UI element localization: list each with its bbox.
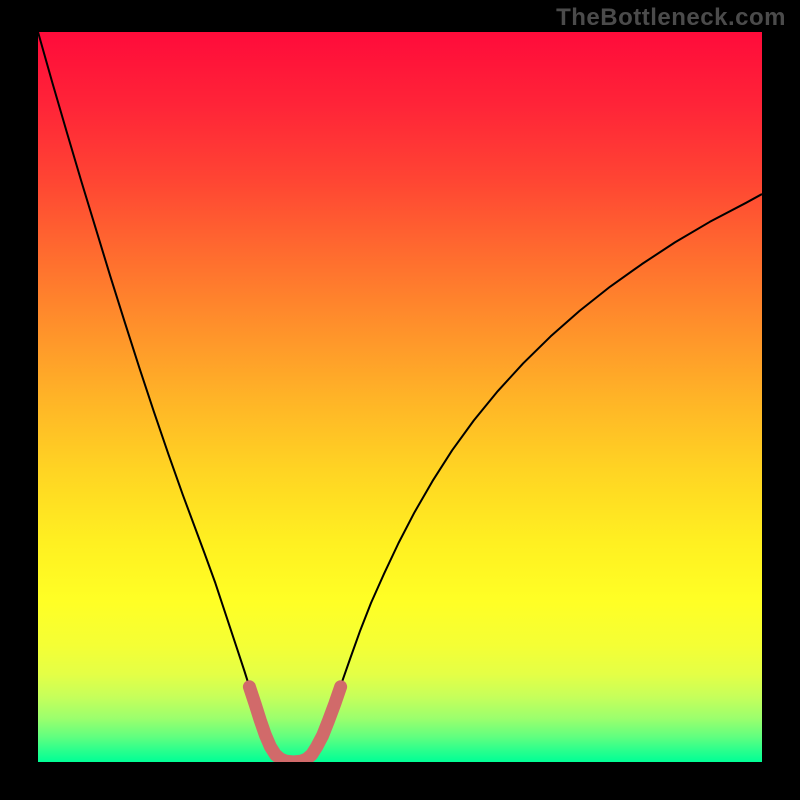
chart-stage: TheBottleneck.com bbox=[0, 0, 800, 800]
marker-band bbox=[249, 687, 340, 762]
bottleneck-curve bbox=[38, 32, 762, 762]
chart-overlay-svg bbox=[38, 32, 762, 762]
plot-area bbox=[38, 32, 762, 762]
watermark-text: TheBottleneck.com bbox=[556, 4, 786, 32]
